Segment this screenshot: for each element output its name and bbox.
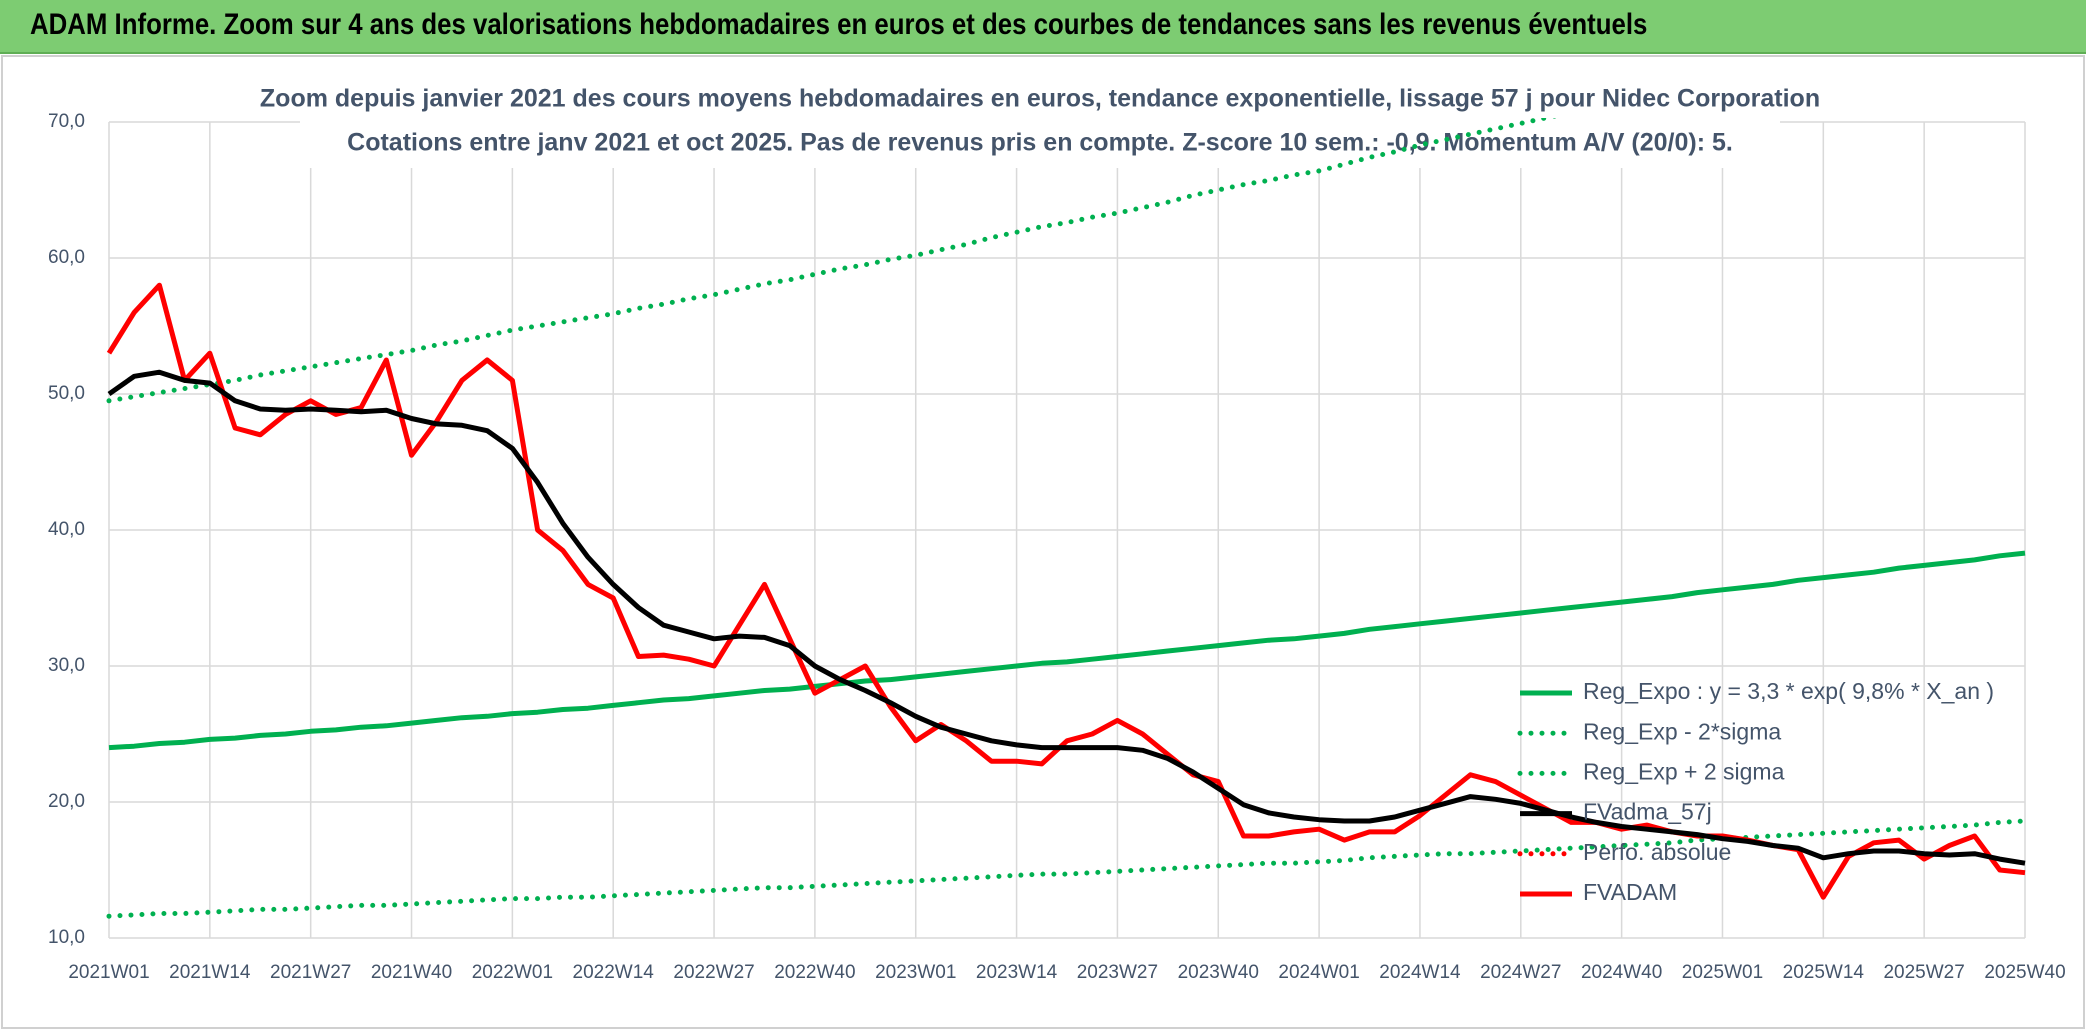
legend-label: Reg_Exp + 2 sigma bbox=[1583, 758, 1785, 784]
chart: 10,0 20,0 30,0 40,0 50,0 60,0 70,0 2021W01 2021W… bbox=[1, 55, 2085, 1029]
y-tick-label: 20,0 bbox=[48, 791, 85, 812]
y-tick-label: 30,0 bbox=[48, 655, 85, 676]
legend-label: FVadma_57j bbox=[1583, 799, 1712, 825]
x-tick-label: 2025W27 bbox=[1883, 962, 1964, 983]
x-tick-label: 2024W14 bbox=[1379, 962, 1461, 983]
chart-subtitle: Cotations entre janv 2021 et oct 2025. P… bbox=[347, 129, 1733, 157]
y-tick-label: 50,0 bbox=[48, 383, 85, 404]
x-tick-label: 2021W27 bbox=[270, 962, 351, 983]
x-tick-label: 2024W40 bbox=[1581, 962, 1662, 983]
x-tick-label: 2023W14 bbox=[976, 962, 1058, 983]
chart-title: Zoom depuis janvier 2021 des cours moyen… bbox=[260, 85, 1820, 113]
series-line bbox=[108, 550, 2026, 751]
legend-label: Reg_Exp - 2*sigma bbox=[1583, 718, 1781, 744]
header-title: ADAM Informe. Zoom sur 4 ans des valoris… bbox=[30, 8, 1648, 41]
y-tick-label: 60,0 bbox=[48, 247, 85, 268]
x-tick-label: 2021W14 bbox=[169, 962, 251, 983]
x-tick-label: 2022W01 bbox=[472, 962, 553, 983]
x-tick-label: 2023W27 bbox=[1077, 962, 1158, 983]
x-tick-label: 2025W14 bbox=[1783, 962, 1865, 983]
x-tick-label: 2025W01 bbox=[1682, 962, 1763, 983]
series-line bbox=[107, 369, 2026, 866]
legend-label: Reg_Expo : y = 3,3 * exp( 9,8% * X_an ) bbox=[1583, 678, 1994, 704]
x-tick-label: 2025W40 bbox=[1984, 962, 2065, 983]
series-line bbox=[106, 818, 2028, 919]
legend-label: Perfo. absolue bbox=[1583, 839, 1731, 865]
header: ADAM Informe. Zoom sur 4 ans des valoris… bbox=[0, 0, 2086, 54]
y-tick-label: 10,0 bbox=[48, 927, 85, 948]
x-tick-label: 2022W40 bbox=[774, 962, 855, 983]
x-tick-label: 2022W14 bbox=[573, 962, 655, 983]
x-tick-label: 2024W27 bbox=[1480, 962, 1561, 983]
y-tick-label: 40,0 bbox=[48, 519, 85, 540]
x-tick-label: 2021W01 bbox=[68, 962, 149, 983]
legend-label: FVADAM bbox=[1583, 879, 1677, 905]
y-tick-label: 70,0 bbox=[48, 111, 85, 132]
x-tick-label: 2024W01 bbox=[1278, 962, 1359, 983]
x-tick-label: 2023W01 bbox=[875, 962, 956, 983]
x-tick-label: 2021W40 bbox=[371, 962, 452, 983]
frame bbox=[1, 55, 2085, 1029]
x-tick-label: 2023W40 bbox=[1178, 962, 1259, 983]
x-tick-label: 2022W27 bbox=[673, 962, 754, 983]
